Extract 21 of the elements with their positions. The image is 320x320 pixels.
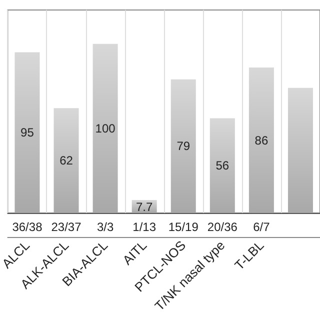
text: 23/37 xyxy=(51,220,82,234)
data-label: 100 xyxy=(95,121,116,136)
text: 1/13 xyxy=(132,220,156,234)
bar xyxy=(14,52,40,213)
bar xyxy=(210,118,235,213)
bar xyxy=(54,108,79,213)
bar xyxy=(170,79,196,213)
text: 15/19 xyxy=(168,220,199,234)
text: 36/38 xyxy=(12,220,43,234)
text: 3/3 xyxy=(96,220,114,234)
bar xyxy=(248,68,274,213)
data-label: 56 xyxy=(216,158,230,173)
data-label: 7.7 xyxy=(136,200,153,214)
data-label: 86 xyxy=(254,133,268,148)
text: 6/7 xyxy=(253,220,270,234)
text: 20/36 xyxy=(207,220,238,234)
bar xyxy=(288,88,313,213)
data-label: 95 xyxy=(20,126,34,140)
data-label: 79 xyxy=(176,139,190,154)
data-label: 62 xyxy=(60,154,74,168)
bar xyxy=(92,44,118,213)
